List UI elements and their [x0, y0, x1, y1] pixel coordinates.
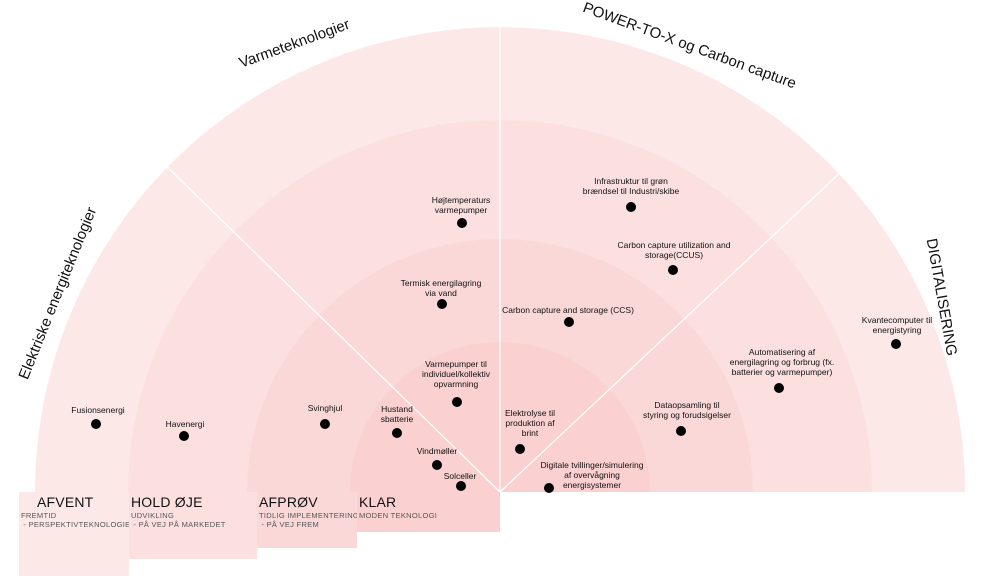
technology-items: Fusionsenergi Havenergi Svinghjul Hustand sb…	[71, 176, 932, 493]
tech-dot-ccs[interactable]	[564, 317, 574, 327]
tech-dot-hustand[interactable]	[392, 428, 402, 438]
tech-item-tvillinger[interactable]: Digitale tvillinger/simulering af overvåg…	[541, 460, 644, 493]
tech-item-automatisering[interactable]: Automatisering af energilagring og forbru…	[730, 347, 834, 393]
tech-label-kvante: Kvantecomputer til energistyring	[862, 315, 933, 335]
tech-item-ccus[interactable]: Carbon capture utilization and storage(CC…	[618, 240, 731, 275]
tech-label-elektrolyse: Elektrolyse til produktion af brint	[505, 408, 555, 438]
tech-item-hojtemp[interactable]: Højtemperaturs varmepumper	[432, 195, 491, 228]
tech-dot-kvante[interactable]	[891, 339, 901, 349]
tech-label-termisk: Termisk energilagring via vand	[401, 278, 482, 298]
ring-subtitle-afvent: FREMTID - PERSPEKTIVTEKNOLOGIER	[21, 511, 137, 529]
ring-legend-hold: HOLD ØJE UDVIKLING - PÅ VEJ PÅ MARKEDET	[129, 492, 257, 559]
tech-dot-termisk[interactable]	[437, 299, 447, 309]
tech-item-elektrolyse[interactable]: Elektrolyse til produktion af brint	[505, 408, 555, 454]
tech-item-kvante[interactable]: Kvantecomputer til energistyring	[862, 315, 933, 349]
tech-dot-svinghjul[interactable]	[320, 419, 330, 429]
sector-divider-3	[499, 169, 844, 493]
tech-item-hustand[interactable]: Hustand sbatterie	[381, 404, 414, 438]
tech-label-svinghjul: Svinghjul	[308, 403, 343, 413]
ring-title-afprov: AFPRØV	[259, 494, 318, 510]
tech-label-hojtemp: Højtemperaturs varmepumper	[432, 195, 491, 215]
ring-title-hold: HOLD ØJE	[131, 494, 203, 510]
tech-label-tvillinger: Digitale tvillinger/simulering af overvåg…	[541, 460, 644, 490]
tech-dot-automatisering[interactable]	[774, 383, 784, 393]
ring-legend-afprov: AFPRØV TIDLIG IMPLEMENTERING - PÅ VEJ FRE…	[257, 492, 360, 548]
tech-item-termisk[interactable]: Termisk energilagring via vand	[401, 278, 482, 309]
tech-label-ccs: Carbon capture and storage (CCS)	[502, 305, 634, 315]
tech-label-dataopsamling: Dataopsamling til styring og forudsigelse…	[643, 400, 731, 420]
tech-dot-tvillinger[interactable]	[544, 483, 554, 493]
tech-dot-fusion[interactable]	[91, 419, 101, 429]
tech-dot-solceller[interactable]	[456, 481, 466, 491]
sector-dividers	[156, 12, 844, 493]
tech-dot-elektrolyse[interactable]	[515, 444, 525, 454]
tech-label-fusion: Fusionsenergi	[71, 405, 125, 415]
tech-dot-hojtemp[interactable]	[457, 218, 467, 228]
tech-dot-dataopsamling[interactable]	[676, 426, 686, 436]
tech-label-ccus: Carbon capture utilization and storage(CC…	[618, 240, 731, 260]
ring-subtitle-afprov: TIDLIG IMPLEMENTERING - PÅ VEJ FREM	[259, 511, 360, 529]
tech-item-solceller[interactable]: Solceller	[444, 471, 477, 491]
tech-label-hustand: Hustand sbatterie	[381, 404, 414, 424]
tech-label-automatisering: Automatisering af energilagring og forbru…	[730, 347, 834, 377]
tech-dot-ccus[interactable]	[668, 265, 678, 275]
tech-item-infra[interactable]: Infrastruktur til grøn brændsel til Indus…	[583, 176, 680, 212]
tech-dot-infra[interactable]	[626, 202, 636, 212]
tech-dot-varmepumper[interactable]	[452, 397, 462, 407]
ring-legend-klar: KLAR MODEN TEKNOLOGI	[357, 492, 500, 532]
ring-title-klar: KLAR	[359, 494, 397, 510]
tech-label-havenergi: Havenergi	[166, 419, 205, 429]
tech-item-ccs[interactable]: Carbon capture and storage (CCS)	[502, 305, 634, 327]
tech-item-fusion[interactable]: Fusionsenergi	[71, 405, 125, 429]
tech-dot-vindmoller[interactable]	[432, 460, 442, 470]
tech-item-dataopsamling[interactable]: Dataopsamling til styring og forudsigelse…	[643, 400, 731, 436]
tech-label-vindmoller: Vindmøller	[417, 446, 458, 456]
ring-title-afvent: AFVENT	[37, 494, 94, 510]
ring-legend-afvent: AFVENT FREMTID - PERSPEKTIVTEKNOLOGIER	[19, 492, 136, 576]
ring-subtitle-hold: UDVIKLING - PÅ VEJ PÅ MARKEDET	[131, 511, 226, 529]
sector-divider-1	[156, 156, 501, 493]
ring-subtitle-klar: MODEN TEKNOLOGI	[359, 511, 438, 520]
tech-item-vindmoller[interactable]: Vindmøller	[417, 446, 458, 470]
tech-item-svinghjul[interactable]: Svinghjul	[308, 403, 343, 429]
tech-item-varmepumper[interactable]: Varmepumper til individuel/kollektiv opvar…	[422, 359, 491, 407]
tech-label-varmepumper: Varmepumper til individuel/kollektiv opvar…	[422, 359, 491, 389]
tech-label-infra: Infrastruktur til grøn brændsel til Indus…	[583, 176, 680, 196]
tech-label-solceller: Solceller	[444, 471, 477, 481]
tech-item-havenergi[interactable]: Havenergi	[166, 419, 205, 441]
tech-dot-havenergi[interactable]	[179, 431, 189, 441]
